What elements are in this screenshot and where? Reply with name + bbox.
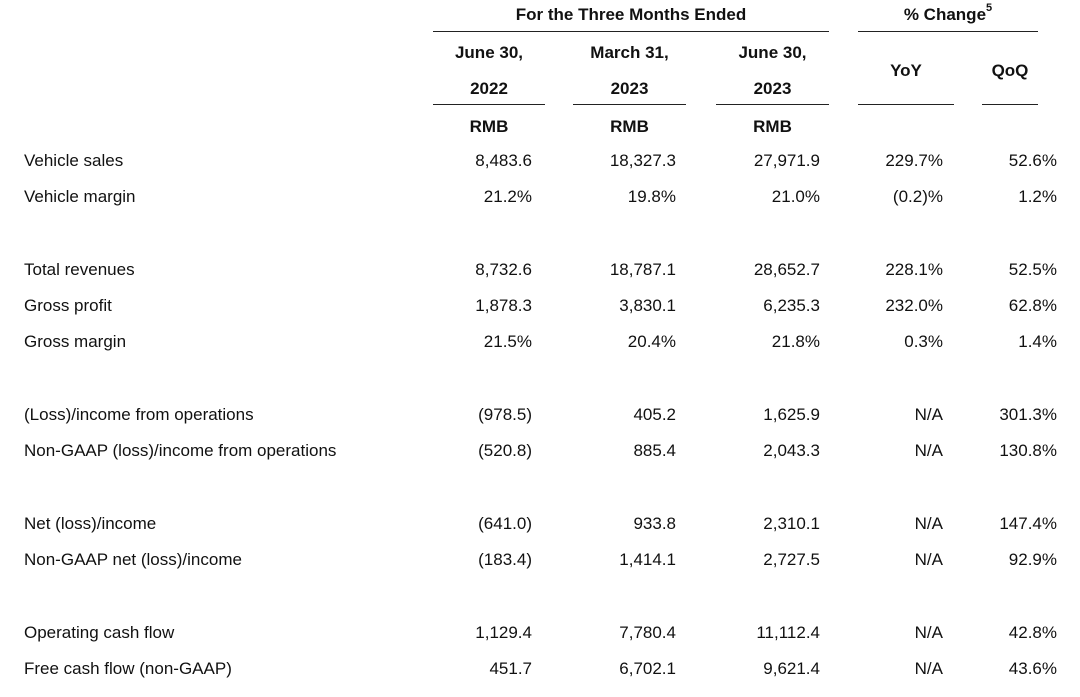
cell-qoq: 1.2% (1018, 187, 1057, 206)
col1-header-rule (433, 104, 545, 105)
row-label: Gross margin (24, 332, 127, 351)
cell-yoy: N/A (914, 659, 943, 678)
row-label: Vehicle sales (24, 151, 124, 170)
cell-jun-2023: 27,971.9 (753, 151, 820, 170)
cell-jun-2022: 451.7 (489, 659, 532, 678)
row-label: Vehicle margin (24, 187, 136, 206)
cell-yoy: 232.0% (885, 296, 943, 315)
col3-currency: RMB (753, 117, 792, 136)
cell-mar-2023: 7,780.4 (619, 623, 676, 642)
cell-mar-2023: 20.4% (627, 332, 676, 351)
cell-qoq: 42.8% (1008, 623, 1057, 642)
cell-yoy: N/A (914, 623, 943, 642)
row-label: (Loss)/income from operations (24, 405, 254, 424)
cell-jun-2023: 28,652.7 (753, 260, 820, 279)
cell-qoq: 92.9% (1008, 550, 1057, 569)
cell-jun-2022: 1,878.3 (475, 296, 532, 315)
col2-header-year: 2023 (610, 79, 649, 98)
cell-yoy: N/A (914, 405, 943, 424)
cell-yoy: N/A (914, 514, 943, 533)
cell-yoy: (0.2)% (892, 187, 943, 206)
col3-header-date: June 30, (738, 43, 807, 62)
row-label: Net (loss)/income (24, 514, 157, 533)
cell-jun-2023: 21.8% (771, 332, 820, 351)
cell-qoq: 62.8% (1008, 296, 1057, 315)
cell-yoy: N/A (914, 550, 943, 569)
yoy-header: YoY (890, 61, 922, 80)
cell-mar-2023: 3,830.1 (619, 296, 676, 315)
cell-jun-2022: (641.0) (478, 514, 532, 533)
cell-jun-2022: (183.4) (478, 550, 532, 569)
row-label: Non-GAAP (loss)/income from operations (24, 441, 337, 460)
cell-mar-2023: 19.8% (627, 187, 676, 206)
cell-jun-2022: 8,483.6 (475, 151, 532, 170)
cell-jun-2023: 11,112.4 (756, 623, 820, 642)
row-label: Non-GAAP net (loss)/income (24, 550, 242, 569)
col1-currency: RMB (469, 117, 509, 136)
cell-qoq: 301.3% (999, 405, 1057, 424)
cell-jun-2022: 21.5% (483, 332, 532, 351)
cell-jun-2022: 21.2% (483, 187, 532, 206)
cell-jun-2022: 1,129.4 (475, 623, 532, 642)
cell-jun-2023: 1,625.9 (763, 405, 820, 424)
cell-qoq: 52.6% (1008, 151, 1057, 170)
cell-jun-2023: 2,310.1 (763, 514, 820, 533)
col2-header-rule (573, 104, 686, 105)
cell-jun-2023: 21.0% (771, 187, 820, 206)
group-header: For the Three Months Ended (515, 5, 747, 24)
yoy-header-rule (858, 104, 954, 105)
cell-jun-2022: (978.5) (478, 405, 532, 424)
qoq-header-rule (982, 104, 1038, 105)
change-header-rule (858, 31, 1038, 32)
row-label: Operating cash flow (24, 623, 175, 642)
col3-header-rule (716, 104, 829, 105)
col3-header-year: 2023 (753, 79, 792, 98)
change-header: % Change5 (858, 2, 1038, 25)
cell-yoy: 228.1% (885, 260, 943, 279)
cell-jun-2023: 2,043.3 (763, 441, 820, 460)
cell-mar-2023: 885.4 (633, 441, 676, 460)
col1-header-year: 2022 (470, 79, 508, 98)
cell-qoq: 147.4% (999, 514, 1057, 533)
cell-jun-2022: (520.8) (478, 441, 532, 460)
cell-mar-2023: 1,414.1 (619, 550, 676, 569)
cell-mar-2023: 18,327.3 (609, 151, 676, 170)
col2-currency: RMB (610, 117, 649, 136)
cell-qoq: 43.6% (1008, 659, 1057, 678)
cell-jun-2023: 9,621.4 (763, 659, 820, 678)
cell-qoq: 1.4% (1018, 332, 1057, 351)
row-label: Gross profit (24, 296, 112, 315)
cell-yoy: N/A (914, 441, 943, 460)
cell-mar-2023: 18,787.1 (609, 260, 676, 279)
row-label: Total revenues (24, 260, 135, 279)
cell-mar-2023: 6,702.1 (619, 659, 676, 678)
cell-qoq: 130.8% (999, 441, 1057, 460)
col1-header-date: June 30, (454, 43, 524, 62)
group-header-rule (433, 31, 829, 32)
change-header-text: % Change (903, 5, 987, 24)
cell-yoy: 0.3% (904, 332, 943, 351)
col2-header-date: March 31, (590, 43, 669, 62)
cell-mar-2023: 405.2 (633, 405, 676, 424)
cell-qoq: 52.5% (1008, 260, 1057, 279)
row-label: Free cash flow (non-GAAP) (24, 659, 232, 678)
cell-jun-2023: 6,235.3 (763, 296, 820, 315)
cell-mar-2023: 933.8 (633, 514, 676, 533)
qoq-header: QoQ (991, 61, 1029, 80)
cell-jun-2023: 2,727.5 (763, 550, 820, 569)
cell-yoy: 229.7% (885, 151, 943, 170)
footnote-marker: 5 (986, 2, 993, 15)
cell-jun-2022: 8,732.6 (475, 260, 532, 279)
